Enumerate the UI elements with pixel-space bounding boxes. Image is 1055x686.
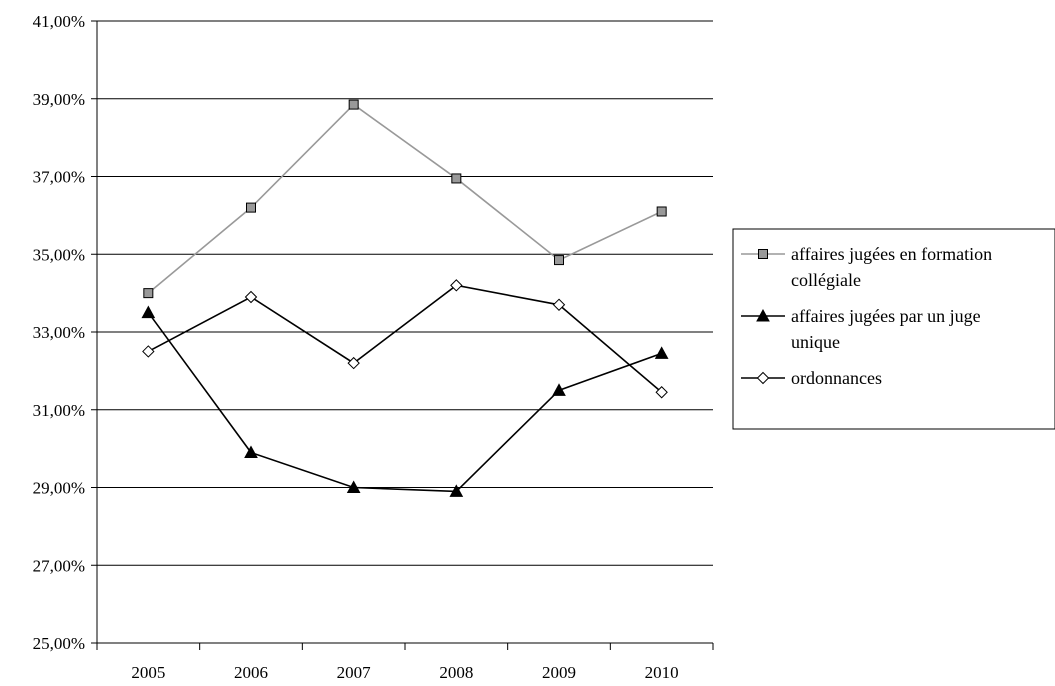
legend-label: affaires jugées en formation: [791, 244, 992, 264]
data-point: [552, 298, 566, 311]
data-point: [449, 484, 464, 497]
series-3: [142, 279, 668, 399]
data-point: [141, 305, 156, 319]
x-axis-tick-labels: 2005 2006 2007 2008 2009 2010: [131, 663, 678, 682]
x-tick-label: 2010: [645, 663, 679, 682]
legend-item: affaires jugées par un juge unique: [741, 306, 981, 352]
series-layer: [141, 99, 669, 497]
y-tick-label: 29,00%: [33, 479, 85, 498]
legend-label: ordonnances: [791, 368, 882, 388]
data-point: [246, 202, 256, 213]
series-line: [147, 284, 663, 393]
series-line: [147, 312, 662, 493]
data-point: [142, 345, 155, 358]
series-line: [147, 103, 663, 294]
legend-item: ordonnances: [741, 368, 882, 388]
x-tick-label: 2008: [439, 663, 473, 682]
y-axis-tick-labels: 25,00% 27,00% 29,00% 31,00% 33,00% 35,00% 37,0…: [33, 12, 85, 653]
gridlines: [97, 20, 713, 566]
data-point: [244, 445, 258, 459]
y-tick-label: 37,00%: [33, 168, 85, 187]
series-2: [141, 305, 669, 497]
y-tick-label: 33,00%: [33, 323, 85, 342]
data-point: [656, 206, 667, 217]
data-point: [655, 386, 668, 399]
y-tick-label: 31,00%: [33, 401, 85, 420]
y-tick-label: 41,00%: [33, 12, 85, 31]
data-point: [450, 279, 463, 292]
legend-label: affaires jugées par un juge: [791, 306, 981, 326]
data-point: [244, 290, 258, 304]
data-point: [346, 480, 361, 493]
data-point: [451, 173, 462, 184]
data-point: [348, 99, 359, 110]
axes: [91, 20, 714, 650]
legend: affaires jugées en formationcollégialeaf…: [732, 228, 1055, 430]
x-tick-label: 2006: [234, 663, 268, 682]
x-tick-label: 2007: [337, 663, 372, 682]
series-1: [143, 99, 667, 299]
y-tick-label: 35,00%: [33, 245, 85, 264]
legend-label: collégiale: [791, 270, 861, 290]
y-tick-label: 39,00%: [33, 90, 85, 109]
data-point: [654, 346, 669, 359]
y-tick-label: 27,00%: [33, 556, 85, 575]
x-tick-label: 2009: [542, 663, 576, 682]
data-point: [143, 288, 154, 299]
data-point: [552, 383, 566, 396]
data-point: [347, 356, 360, 370]
legend-box: [732, 228, 1055, 430]
legend-label: unique: [791, 332, 840, 352]
legend-marker: [756, 308, 770, 322]
legend-item: affaires jugées en formation collégiale: [741, 244, 992, 290]
x-tick-label: 2005: [131, 663, 165, 682]
legend-marker: [758, 249, 768, 259]
legend-marker: [756, 371, 770, 385]
y-tick-label: 25,00%: [33, 634, 85, 653]
data-point: [554, 255, 564, 266]
